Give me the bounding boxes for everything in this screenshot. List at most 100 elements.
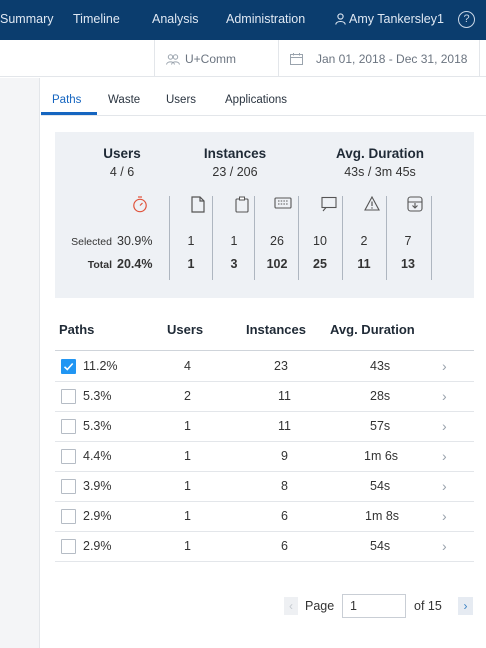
duration-stat: Avg. Duration 43s / 3m 45s [310, 146, 450, 179]
header-avg-duration[interactable]: Avg. Duration [330, 322, 415, 337]
users-stat: Users 4 / 6 [52, 146, 192, 179]
document-icon [180, 196, 216, 218]
date-range-label: Jan 01, 2018 - Dec 31, 2018 [316, 52, 468, 66]
chevron-right-icon[interactable]: › [442, 448, 447, 464]
row-path-pct: 11.2% [83, 359, 118, 373]
filter-bar: U+Comm Jan 01, 2018 - Dec 31, 2018 [0, 40, 486, 77]
group-filter-label: U+Comm [185, 52, 237, 66]
row-path-pct: 5.3% [83, 389, 112, 403]
header-users[interactable]: Users [167, 322, 204, 337]
row-duration: 54s [370, 479, 391, 493]
header-paths[interactable]: Paths [59, 322, 95, 337]
duration-stat-label: Avg. Duration [335, 146, 424, 161]
next-page-button[interactable]: › [458, 597, 473, 615]
row-path-pct: 3.9% [83, 479, 112, 493]
instances-stat-label: Instances [203, 146, 267, 161]
nav-summary[interactable]: Summary [0, 12, 54, 26]
row-checkbox[interactable] [61, 389, 76, 404]
row-path-pct: 2.9% [83, 509, 112, 523]
chevron-right-icon[interactable]: › [442, 418, 447, 434]
total-pct: 20.4% [117, 257, 153, 271]
table-row[interactable]: 5.3% 1 11 57s › [55, 412, 474, 442]
row-path-pct: 2.9% [83, 539, 112, 553]
table-row[interactable]: 5.3% 2 11 28s › [55, 382, 474, 412]
selected-count-screen: 10 [313, 234, 327, 248]
selected-count-download: 7 [404, 234, 412, 248]
instances-stat: Instances 23 / 206 [165, 146, 305, 179]
row-instances: 8 [281, 479, 288, 493]
selected-count-document: 1 [187, 234, 195, 248]
tab-paths[interactable]: Paths [52, 94, 82, 106]
row-users: 1 [184, 509, 191, 523]
row-users: 4 [184, 359, 191, 373]
group-icon [166, 54, 180, 65]
row-path-pct: 4.4% [83, 449, 112, 463]
keyboard-icon [265, 196, 301, 218]
chevron-right-icon[interactable]: › [442, 358, 447, 374]
help-icon[interactable]: ? [458, 11, 475, 28]
table-row[interactable]: 3.9% 1 8 54s › [55, 472, 474, 502]
table-row[interactable]: 2.9% 1 6 1m 8s › [55, 502, 474, 532]
chevron-right-icon[interactable]: › [442, 478, 447, 494]
user-menu[interactable]: Amy Tankersley1 [335, 12, 444, 26]
row-users: 1 [184, 539, 191, 553]
tab-bar: Paths Waste Users Applications [41, 78, 486, 116]
row-duration: 54s [370, 539, 391, 553]
row-duration: 28s [370, 389, 391, 403]
timer-icon [122, 196, 158, 218]
row-users: 2 [184, 389, 191, 403]
tab-applications[interactable]: Applications [225, 94, 288, 106]
tab-users[interactable]: Users [166, 94, 197, 106]
users-stat-label: Users [103, 146, 141, 161]
group-filter[interactable]: U+Comm [166, 52, 236, 66]
download-icon [397, 196, 433, 218]
row-path-pct: 5.3% [83, 419, 112, 433]
nav-administration[interactable]: Administration [226, 12, 306, 26]
nav-timeline[interactable]: Timeline [73, 12, 120, 26]
warning-icon [354, 195, 390, 218]
row-checkbox[interactable] [61, 449, 76, 464]
row-instances: 6 [281, 509, 288, 523]
user-name: Amy Tankersley1 [349, 12, 444, 26]
row-instances: 9 [281, 449, 288, 463]
duration-stat-value: 43s / 3m 45s [344, 165, 416, 179]
row-users: 1 [184, 419, 191, 433]
row-checkbox[interactable] [61, 539, 76, 554]
row-checkbox[interactable] [61, 479, 76, 494]
total-count-screen: 25 [313, 257, 327, 271]
chevron-right-icon[interactable]: › [442, 538, 447, 554]
page-label: Page [305, 599, 335, 613]
total-count-document: 1 [187, 257, 195, 271]
selected-pct: 30.9% [117, 234, 153, 248]
selected-count-clipboard: 1 [230, 234, 238, 248]
screen-icon [311, 196, 347, 218]
chevron-right-icon[interactable]: › [442, 508, 447, 524]
header-instances[interactable]: Instances [246, 322, 306, 337]
previous-page-button[interactable]: ‹ [284, 597, 298, 615]
row-checkbox[interactable] [61, 419, 76, 434]
table-row[interactable]: 11.2% 4 23 43s › [55, 352, 474, 382]
users-stat-value: 4 / 6 [109, 165, 135, 179]
selected-count-warning: 2 [360, 234, 368, 248]
paths-table-header: Paths Users Instances Avg. Duration [55, 311, 474, 351]
page-number-input[interactable]: 1 [342, 594, 406, 618]
clipboard-icon [224, 196, 260, 218]
chevron-right-icon[interactable]: › [442, 388, 447, 404]
top-nav: Summary Timeline Analysis Administration… [0, 0, 486, 40]
table-row[interactable]: 4.4% 1 9 1m 6s › [55, 442, 474, 472]
tab-waste[interactable]: Waste [108, 94, 141, 106]
nav-analysis[interactable]: Analysis [152, 12, 199, 26]
row-duration: 43s [370, 359, 391, 373]
table-row[interactable]: 2.9% 1 6 54s › [55, 532, 474, 562]
row-checkbox[interactable] [61, 359, 76, 374]
row-instances: 11 [278, 419, 291, 433]
date-range-filter[interactable]: Jan 01, 2018 - Dec 31, 2018 [290, 52, 467, 66]
total-count-download: 13 [401, 257, 415, 271]
row-instances: 23 [274, 359, 288, 373]
row-checkbox[interactable] [61, 509, 76, 524]
row-duration: 1m 6s [364, 449, 399, 463]
calendar-icon [290, 53, 303, 65]
selected-row-label: Selected [71, 236, 112, 248]
row-duration: 1m 8s [365, 509, 400, 523]
row-instances: 11 [278, 389, 291, 403]
